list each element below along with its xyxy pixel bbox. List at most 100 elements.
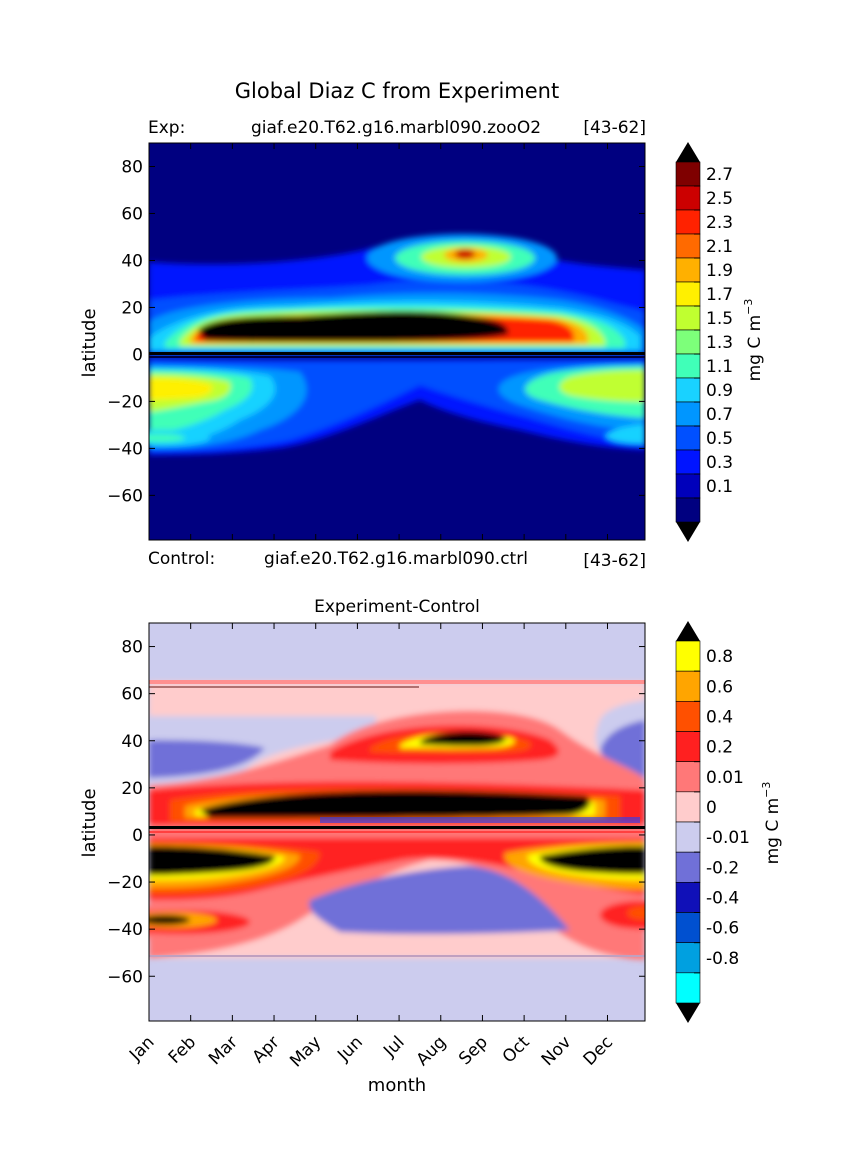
bottom-cbar-swatch [675,701,701,732]
bottom-xtick-label: Sep [455,1032,492,1069]
bottom-cbar-swatch [675,972,701,1004]
top-cbar-tick-label: 2.1 [706,237,733,257]
top-cbar-extend-max [676,142,700,162]
top-y-axis: 80 60 40 20 0 −20 −40 −60 [107,143,645,540]
bottom-xtick-label: May [286,1032,325,1071]
top-ytick-label: 40 [121,251,143,271]
top-cbar-tick-label: 1.3 [706,333,733,353]
top-cbar-swatch [675,257,701,283]
bottom-ytick-label: 20 [121,779,143,799]
top-ytick-label: −20 [107,392,143,412]
bottom-cbar-tick-label: -0.6 [706,919,739,939]
bottom-colorbar-label: mg C m−3 [760,782,783,865]
top-cbar-swatch [675,377,701,403]
bottom-xtick-label: Jul [379,1032,408,1061]
top-cbar-tick-label: 2.7 [706,165,733,185]
bottom-cbar-tick-label: -0.4 [706,888,739,908]
top-cbar-tick-label: 2.3 [706,213,733,233]
bottom-cbar-extend-max [676,621,700,641]
bottom-xlabel: month [368,1075,426,1096]
top-cbar-tick-label: 0.7 [706,405,733,425]
bottom-cbar-swatch [675,640,701,672]
top-cbar-tick-label: 2.5 [706,189,733,209]
top-years: [43-62] [583,118,646,138]
bottom-ytick-label: −60 [107,967,143,987]
bottom-panel-title: Experiment-Control [314,597,480,617]
top-panel: Exp: giaf.e20.T62.g16.marbl090.zooO2 [43… [79,118,765,542]
bottom-xtick-label: Jun [333,1032,367,1066]
bottom-cbar-tick-label: -0.01 [706,828,750,848]
top-ytick-label: 60 [121,204,143,224]
top-cbar-tick-label: 0.5 [706,429,733,449]
top-cbar-extend-min [676,522,700,542]
top-cbar-swatch [675,401,701,427]
bottom-cbar-tick-label: 0.8 [706,647,733,667]
bottom-xtick-label: Dec [580,1032,617,1069]
top-cbar-swatch [675,233,701,259]
top-cbar-swatch [675,473,701,499]
bottom-cbar-swatch [675,791,701,823]
bottom-cbar-tick-label: 0 [706,798,717,818]
top-cbar-tick-label: 0.1 [706,477,733,497]
bottom-xtick-label: Apr [249,1032,284,1067]
top-cbar-tick-label: 1.7 [706,285,733,305]
top-exp-label: Exp: [148,118,185,138]
bottom-cbar-tick-label: 0.01 [706,768,744,788]
bottom-ytick-label: 60 [121,685,143,705]
top-ytick-label: 0 [132,345,143,365]
bottom-years: [43-62] [583,551,646,571]
bottom-cbar-extend-min [676,1003,700,1023]
bottom-cbar-tick-label: -0.2 [706,858,739,878]
bottom-xtick-label: Oct [499,1032,534,1067]
main-title: Global Diaz C from Experiment [235,79,559,103]
top-colorbar-label: mg C m−3 [742,299,765,382]
bottom-cbar-swatch [675,670,701,702]
top-cbar-tick-label: 1.5 [706,309,733,329]
bottom-ylabel: latitude [79,788,100,857]
bottom-ytick-label: 80 [121,638,143,658]
top-cbar-swatch [675,425,701,451]
bottom-cbar-tick-label: 0.2 [706,738,733,758]
bottom-cbar-tick-label: 0.4 [706,707,733,727]
bottom-xtick-label: Aug [413,1032,451,1070]
top-cbar-swatch [675,449,701,475]
top-ytick-label: −40 [107,439,143,459]
bottom-cbar-swatch [675,942,701,974]
top-cbar-swatch [675,329,701,355]
bottom-panel: Control: giaf.e20.T62.g16.marbl090.ctrl … [79,549,783,1096]
top-ytick-label: 80 [121,157,143,177]
bottom-colorbar: 0.8 0.6 0.4 0.2 0.01 0 -0.01 -0.2 -0.4 -0.6 -0.8 m… [675,621,783,1023]
bottom-axes-frame [148,622,646,1022]
bottom-xtick-label: Nov [538,1032,576,1070]
top-cbar-tick-label: 1.9 [706,261,733,281]
bottom-cbar-tick-label: -0.8 [706,949,739,969]
bottom-ytick-label: 0 [132,826,143,846]
top-cbar-swatch [675,353,701,379]
bottom-cbar-swatch [675,882,701,913]
bottom-ytick-label: 40 [121,732,143,752]
bottom-y-axis: 80 60 40 20 0 −20 −40 −60 [107,638,645,987]
top-cbar-swatch [675,161,701,187]
top-cbar-tick-label: 0.9 [706,381,733,401]
bottom-ytick-label: −20 [107,873,143,893]
bottom-xtick-label: Mar [205,1032,242,1069]
bottom-cbar-swatch [675,821,701,853]
top-cbar-tick-label: 1.1 [706,357,733,377]
bottom-cbar-tick-label: 0.6 [706,677,733,697]
top-ytick-label: −60 [107,486,143,506]
top-cbar-swatch [675,305,701,331]
top-contour-field [149,143,645,540]
bottom-cbar-swatch [675,912,701,943]
top-cbar-swatch [675,281,701,307]
bottom-xtick-label: Feb [165,1032,200,1067]
top-axes-frame [148,142,646,541]
top-ytick-label: 20 [121,298,143,318]
bottom-contour-field [149,623,645,1021]
bottom-cbar-swatch [675,851,701,883]
bottom-ytick-label: −40 [107,920,143,940]
bottom-control-label: Control: [148,549,215,569]
bottom-xtick-label: Jan [125,1032,158,1065]
bottom-cbar-swatch [675,731,701,762]
top-cbar-swatch [675,209,701,235]
